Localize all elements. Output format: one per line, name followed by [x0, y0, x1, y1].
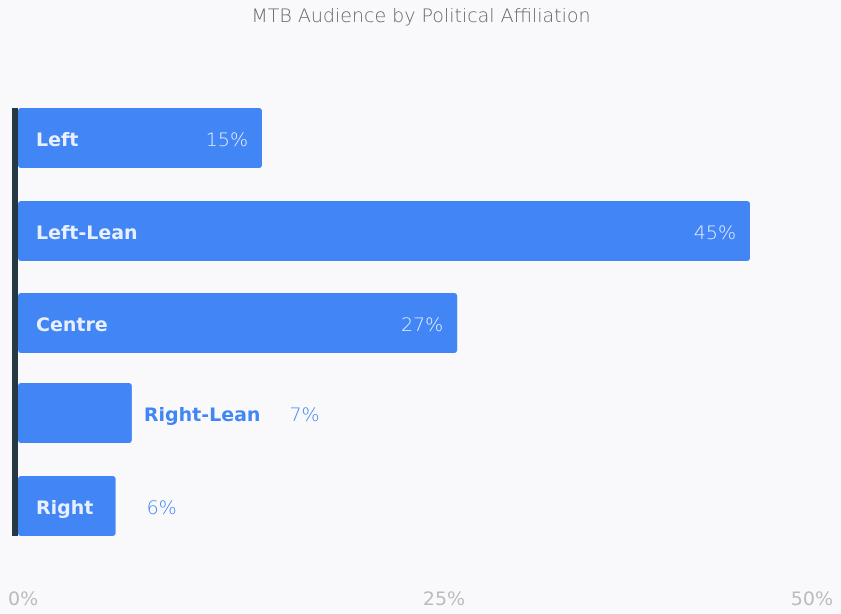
value-label: 15%: [206, 129, 248, 151]
x-tick-label: 25%: [423, 588, 465, 610]
bar-left: [18, 108, 262, 168]
x-tick-label: 0%: [8, 588, 38, 610]
category-label: Left: [36, 129, 78, 151]
y-axis-line: [12, 108, 18, 536]
value-label: 7%: [289, 404, 319, 426]
bar-left-lean: [18, 201, 750, 261]
value-label: 45%: [694, 222, 736, 244]
category-label: Left-Lean: [36, 222, 138, 244]
bar-centre: [18, 293, 458, 353]
bar-right-lean: [18, 383, 132, 443]
category-label: Right: [36, 497, 93, 519]
value-label: 27%: [401, 314, 443, 336]
value-label: 6%: [147, 497, 177, 519]
chart-title: MTB Audience by Political Affiliation: [251, 5, 590, 27]
bar-right: [18, 476, 116, 536]
category-label: Right-Lean: [144, 404, 261, 426]
category-label: Centre: [36, 314, 108, 336]
x-tick-label: 50%: [791, 588, 833, 610]
